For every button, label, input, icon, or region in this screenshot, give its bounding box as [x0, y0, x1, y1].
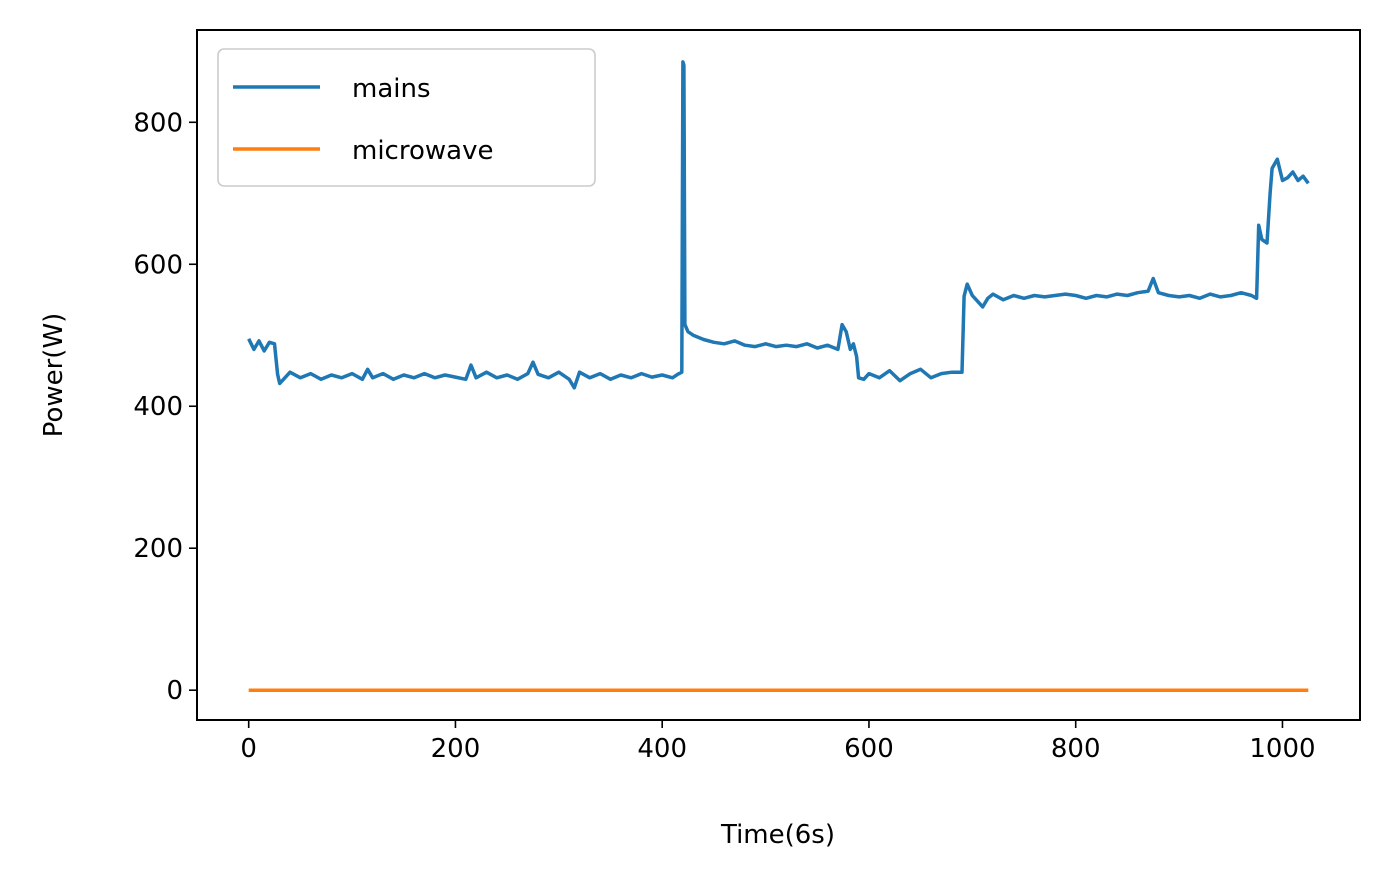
y-tick-label: 0 [166, 676, 183, 706]
legend-label-microwave: microwave [352, 136, 493, 166]
legend-label-mains: mains [352, 74, 431, 104]
x-tick-label: 0 [240, 734, 257, 764]
y-tick-label: 600 [133, 250, 183, 280]
plot-series [247, 60, 1310, 692]
x-tick-label: 800 [1051, 734, 1101, 764]
y-tick-label: 200 [133, 534, 183, 564]
legend-box [217, 48, 596, 187]
x-tick-label: 600 [844, 734, 894, 764]
y-tick-label: 400 [133, 392, 183, 422]
x-axis-ticks: 0 200 400 600 800 1000 [240, 720, 1316, 764]
y-axis-label: Power(W) [39, 313, 69, 438]
x-axis-label: Time(6s) [720, 820, 835, 850]
plot-frame [196, 29, 1361, 721]
y-axis-ticks: 0 200 400 600 800 [133, 108, 197, 706]
series-line-mains [247, 60, 1310, 390]
x-tick-label: 1000 [1249, 734, 1315, 764]
y-tick-label: 800 [133, 108, 183, 138]
x-tick-label: 200 [431, 734, 481, 764]
x-tick-label: 400 [637, 734, 687, 764]
legend: mains microwave [217, 48, 596, 187]
